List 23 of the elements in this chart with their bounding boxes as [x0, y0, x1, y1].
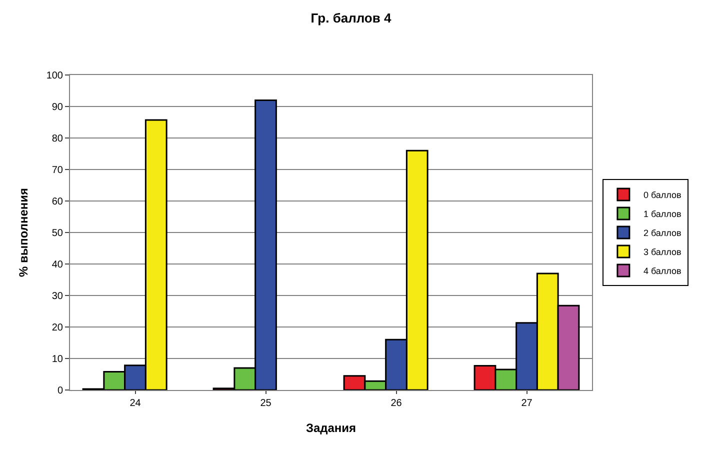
y-tick-label: 40 [52, 260, 64, 270]
x-tick-label: 27 [521, 398, 533, 409]
x-axis-title: Задания [306, 420, 356, 435]
y-tick-label: 20 [52, 322, 64, 334]
y-tick-label: 30 [52, 291, 64, 302]
y-tick-label: 70 [52, 165, 64, 176]
x-tick-label: 26 [390, 398, 402, 409]
legend-label: 2 баллов [643, 228, 682, 238]
x-tick-label: 24 [130, 398, 142, 409]
y-tick-label: 80 [52, 134, 64, 144]
y-tick-label: 0 [57, 386, 64, 396]
legend-label: 4 баллов [643, 266, 682, 276]
chart-title: Гр. баллов 4 [310, 10, 392, 26]
legend-label: 3 баллов [643, 247, 682, 258]
y-tick-label: 50 [52, 228, 64, 239]
y-tick-label: 100 [46, 70, 64, 82]
y-tick-label: 90 [52, 102, 64, 113]
y-axis-title: % выполнения [16, 188, 31, 278]
legend-label: 1 баллов [643, 209, 682, 220]
y-tick-label: 60 [52, 196, 64, 208]
x-tick-label: 25 [260, 398, 272, 409]
y-tick-label: 10 [52, 354, 64, 365]
legend-label: 0 баллов [643, 190, 682, 200]
